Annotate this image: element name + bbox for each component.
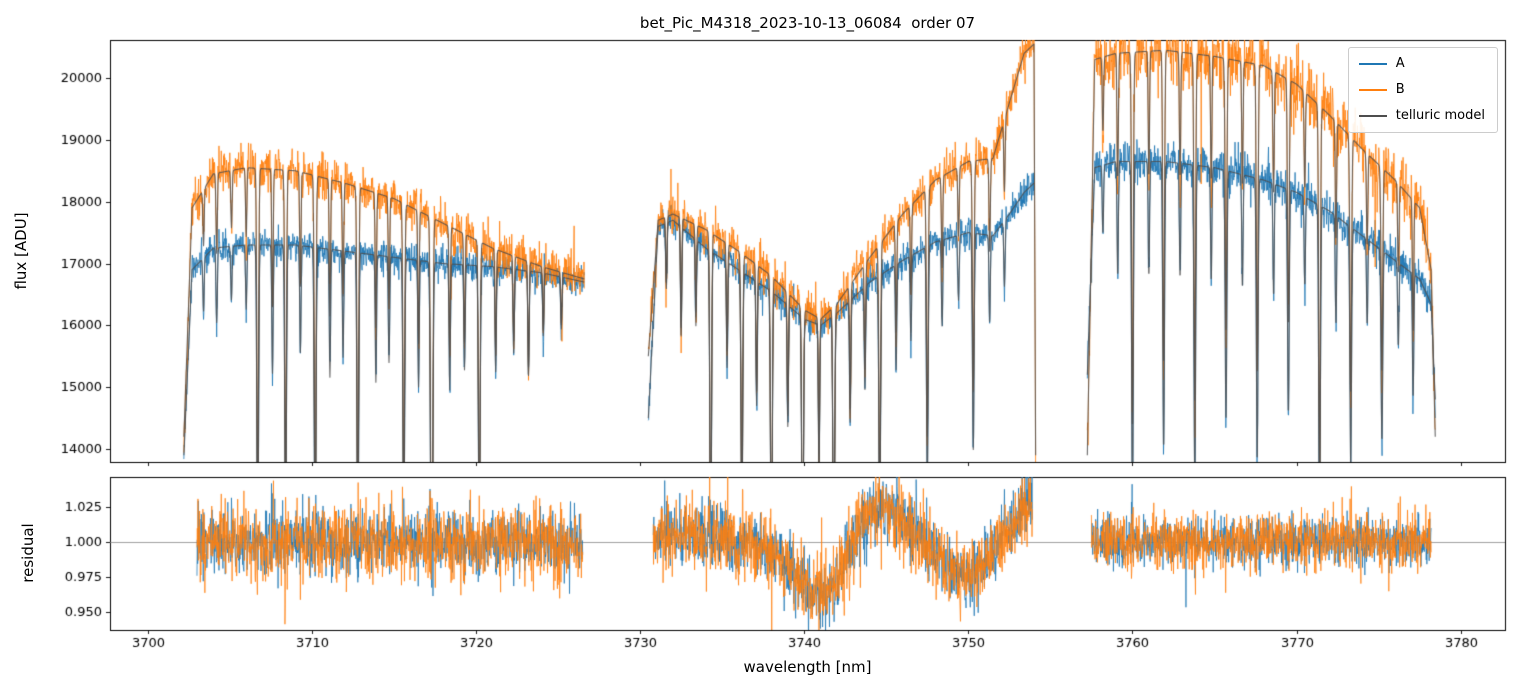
chart-title: bet_Pic_M4318_2023-10-13_06084 order 07 — [639, 14, 976, 32]
legend-item-a: A — [1358, 56, 1485, 72]
y-axis-label-flux: flux [ADU] — [12, 212, 30, 290]
legend-swatch-b — [1358, 89, 1387, 91]
legend-swatch-a — [1358, 63, 1387, 65]
y-axis-label-residual: residual — [19, 523, 37, 583]
legend: A B telluric model — [1347, 47, 1498, 133]
legend-item-telluric-model: telluric model — [1358, 108, 1485, 124]
legend-swatch-telluric-model — [1358, 115, 1387, 117]
legend-item-b: B — [1358, 82, 1485, 98]
x-axis-label: wavelength [nm] — [743, 658, 872, 676]
legend-label-a: A — [1395, 56, 1405, 71]
legend-label-b: B — [1395, 82, 1405, 97]
legend-label-telluric-model: telluric model — [1395, 108, 1485, 123]
